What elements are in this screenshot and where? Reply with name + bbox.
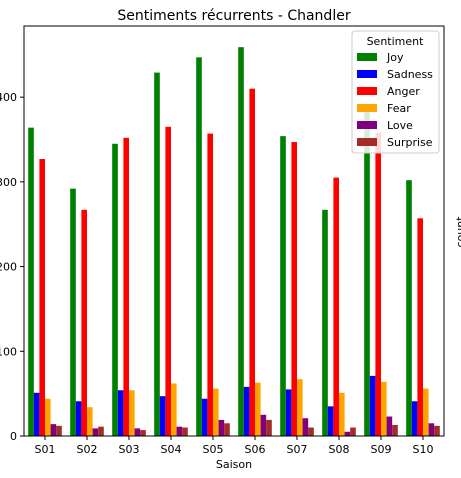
bars-group (28, 47, 440, 437)
bar-fear-s01 (45, 398, 51, 436)
bar-anger-s10 (417, 218, 423, 436)
x-tick-label: S01 (35, 443, 56, 456)
y-tick-label: 200 (0, 261, 17, 274)
bar-love-s02 (92, 428, 99, 436)
bar-surprise-s08 (350, 427, 356, 436)
bar-love-s08 (344, 431, 351, 436)
bar-sadness-s05 (201, 398, 208, 436)
bar-anger-s01 (39, 159, 45, 436)
bar-joy-s02 (70, 188, 76, 436)
legend-swatch-sadness (357, 70, 377, 78)
legend-items: Joy Sadness Anger Fear Love Surprise (357, 51, 433, 149)
bar-surprise-s04 (182, 427, 188, 436)
legend-label-anger: Anger (387, 85, 420, 98)
y-tick-label: 400 (0, 91, 17, 104)
bar-surprise-s05 (224, 423, 230, 436)
y-tick-label: 300 (0, 176, 17, 189)
legend-swatch-fear (357, 104, 377, 112)
legend: Sentiment Joy Sadness Anger Fear Love Surpris… (351, 30, 440, 154)
legend-title: Sentiment (367, 35, 425, 48)
y-ticks: 0 100 200 300 400 (0, 91, 24, 443)
legend-swatch-surprise (357, 138, 377, 146)
bar-anger-s06 (249, 88, 255, 436)
x-tick-label: S02 (77, 443, 98, 456)
legend-label-surprise: Surprise (387, 136, 433, 149)
bar-love-s03 (134, 428, 141, 436)
bar-surprise-s06 (266, 419, 272, 436)
bar-fear-s08 (339, 392, 345, 436)
bar-surprise-s07 (308, 427, 314, 436)
bar-joy-s04 (154, 72, 160, 436)
bar-surprise-s09 (392, 424, 398, 436)
legend-swatch-joy (357, 53, 377, 61)
bar-love-s10 (428, 423, 435, 436)
bar-anger-s02 (81, 209, 87, 436)
chart-title: Sentiments récurrents - Chandler (117, 8, 350, 24)
legend-label-fear: Fear (387, 102, 411, 115)
bar-fear-s07 (297, 379, 303, 436)
bar-joy-s07 (280, 136, 286, 436)
bar-joy-s05 (196, 57, 202, 437)
legend-swatch-love (357, 121, 377, 129)
bar-anger-s04 (165, 126, 171, 436)
x-tick-label: S10 (413, 443, 434, 456)
y-tick-label: 0 (10, 430, 17, 443)
x-tick-label: S06 (245, 443, 266, 456)
bar-joy-s08 (322, 209, 328, 436)
x-tick-label: S09 (371, 443, 392, 456)
bar-joy-s03 (112, 143, 118, 436)
bar-sadness-s08 (327, 406, 334, 436)
bar-joy-s06 (238, 47, 244, 437)
bar-love-s09 (386, 416, 393, 436)
bar-sadness-s10 (411, 401, 418, 436)
x-tick-label: S05 (203, 443, 224, 456)
bar-fear-s10 (423, 388, 429, 436)
legend-label-joy: Joy (386, 51, 404, 64)
bar-anger-s03 (123, 137, 129, 436)
bar-anger-s09 (375, 132, 381, 437)
bar-sadness-s02 (75, 401, 82, 436)
x-tick-label: S03 (119, 443, 140, 456)
bar-love-s07 (302, 418, 309, 436)
bar-joy-s10 (406, 180, 412, 436)
bar-anger-s07 (291, 142, 297, 437)
bar-fear-s03 (129, 390, 135, 436)
bar-love-s04 (176, 426, 183, 436)
bar-surprise-s02 (98, 426, 104, 436)
bar-surprise-s03 (140, 430, 146, 436)
x-tick-label: S08 (329, 443, 350, 456)
bar-joy-s09 (364, 105, 370, 436)
y-tick-label: 100 (0, 345, 17, 358)
bar-love-s01 (50, 424, 57, 436)
bar-fear-s05 (213, 388, 219, 436)
x-ticks: S01 S02 S03 S04 S05 S06 S07 S08 S09 S10 (35, 436, 434, 456)
bar-sadness-s01 (33, 392, 40, 436)
legend-label-sadness: Sadness (387, 68, 433, 81)
bar-fear-s02 (87, 407, 93, 436)
bar-anger-s08 (333, 177, 339, 436)
bar-fear-s06 (255, 382, 261, 436)
bar-sadness-s06 (243, 386, 250, 436)
plot-frame (23, 25, 445, 437)
bar-love-s05 (218, 419, 225, 436)
bar-fear-s09 (381, 381, 387, 436)
bar-joy-s01 (28, 127, 34, 437)
x-tick-label: S04 (161, 443, 182, 456)
y-axis-label: count (454, 216, 461, 248)
bar-sadness-s09 (369, 375, 376, 436)
x-axis-label: Saison (216, 458, 252, 471)
bar-fear-s04 (171, 383, 177, 436)
bar-love-s06 (260, 414, 267, 436)
bar-anger-s05 (207, 133, 213, 436)
legend-label-love: Love (387, 119, 413, 132)
bar-sadness-s07 (285, 389, 292, 436)
bar-surprise-s01 (56, 425, 62, 436)
bar-sadness-s04 (159, 396, 166, 436)
legend-swatch-anger (357, 87, 377, 95)
bar-surprise-s10 (434, 425, 440, 436)
x-tick-label: S07 (287, 443, 308, 456)
bar-sadness-s03 (117, 390, 124, 436)
